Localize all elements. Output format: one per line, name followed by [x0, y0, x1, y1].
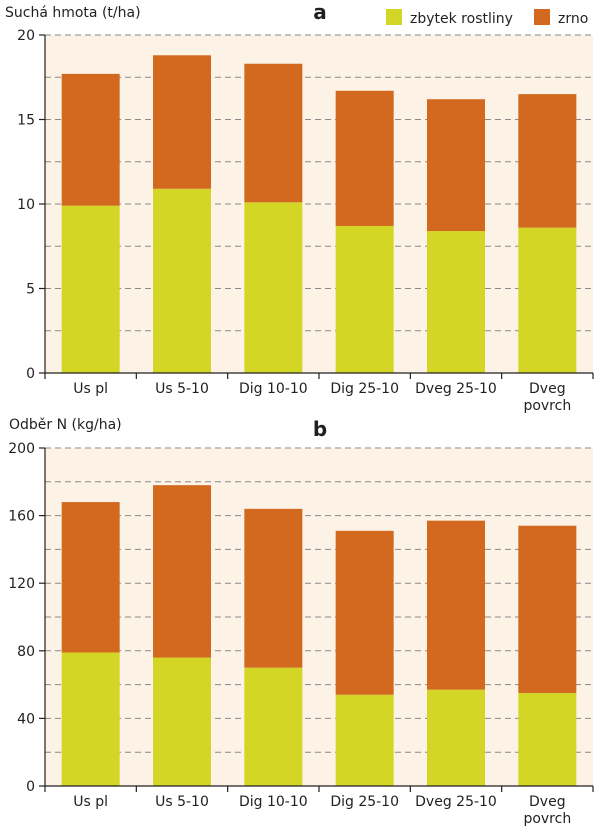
- bar-b-residue-1: [153, 657, 211, 786]
- bar-a-grain-2: [244, 63, 303, 203]
- y-tick-label-b: 0: [26, 779, 35, 795]
- y-tick-label-b: 200: [8, 441, 35, 457]
- bar-a-residue-3: [335, 225, 394, 373]
- y-tick-label-b: 160: [8, 509, 35, 525]
- bar-b-residue-5: [518, 693, 577, 786]
- bar-a-residue-2: [244, 202, 303, 373]
- legend: zbytek rostliny zrno: [386, 9, 588, 27]
- panel-label-a: a: [313, 0, 327, 24]
- bar-b-residue-4: [427, 689, 485, 786]
- y-axis-title-b: Odběr N (kg/ha): [9, 417, 122, 433]
- bar-a-grain-0: [61, 73, 120, 206]
- legend-label-grain: zrno: [558, 11, 588, 27]
- y-axis-title-a: Suchá hmota (t/ha): [5, 5, 141, 21]
- x-tick-label-b-0: Us pl: [73, 794, 108, 810]
- bar-b-residue-0: [61, 652, 120, 786]
- bar-b-grain-1: [153, 485, 211, 658]
- x-tick-label-b-3: Dig 25-10: [330, 794, 399, 810]
- x-tick-label-a-0: Us pl: [73, 381, 108, 397]
- bar-a-residue-5: [518, 227, 577, 373]
- y-tick-label-b: 120: [8, 576, 35, 592]
- gridlines-a: [45, 34, 593, 332]
- y-tick-label-a: 5: [26, 282, 35, 298]
- x-tick-label-a-5: Dveg povrch: [523, 381, 571, 414]
- bar-b-residue-3: [335, 694, 394, 786]
- panel-a: 0 5 10 15 20 Us pl Us 5-10 Dig 10-10 Dig 25-10 Dv…: [5, 0, 594, 414]
- legend-label-residue: zbytek rostliny: [410, 11, 513, 27]
- bar-a-residue-4: [427, 231, 485, 373]
- legend-swatch-residue: [386, 9, 402, 25]
- axes-b: 0 40 80 120 160 200 Us pl Us 5-10 Dig 10-10 Dig 2…: [8, 441, 594, 827]
- gridlines-b: [45, 447, 593, 753]
- bar-a-grain-1: [153, 55, 211, 189]
- bar-b-grain-2: [244, 508, 303, 668]
- y-tick-label-a: 15: [17, 113, 35, 129]
- panel-b: 0 40 80 120 160 200 Us pl Us 5-10 Dig 10-10 Dig 2…: [8, 417, 594, 827]
- bar-a-residue-1: [153, 188, 211, 373]
- y-tick-label-a: 10: [17, 197, 35, 213]
- panel-label-b: b: [313, 417, 327, 441]
- bar-b-grain-0: [61, 502, 120, 653]
- legend-swatch-grain: [534, 9, 550, 25]
- x-tick-label-a-3: Dig 25-10: [330, 381, 399, 397]
- bar-b-grain-5: [518, 525, 577, 694]
- bar-a-residue-0: [61, 205, 120, 373]
- x-tick-label-b-1: Us 5-10: [155, 794, 209, 810]
- x-tick-label-a-1: Us 5-10: [155, 381, 209, 397]
- bar-b-grain-3: [335, 530, 394, 695]
- bar-b-grain-4: [427, 520, 485, 690]
- y-tick-label-a: 0: [26, 366, 35, 382]
- y-tick-label-b: 40: [17, 711, 35, 727]
- x-tick-label-b-2: Dig 10-10: [239, 794, 308, 810]
- x-tick-label-a-2: Dig 10-10: [239, 381, 308, 397]
- y-tick-label-b: 80: [17, 644, 35, 660]
- bar-b-residue-2: [244, 667, 303, 786]
- bar-a-grain-3: [335, 90, 394, 226]
- bars-a: [61, 55, 577, 373]
- x-tick-label-b-5: Dveg povrch: [523, 794, 571, 827]
- bar-a-grain-5: [518, 94, 577, 228]
- y-tick-label-a: 20: [17, 28, 35, 44]
- x-tick-label-a-4: Dveg 25-10: [415, 381, 497, 397]
- bars-b: [61, 485, 577, 786]
- bar-a-grain-4: [427, 99, 485, 232]
- axes-a: 0 5 10 15 20 Us pl Us 5-10 Dig 10-10 Dig 25-10 Dv…: [17, 28, 594, 414]
- x-tick-label-b-4: Dveg 25-10: [415, 794, 497, 810]
